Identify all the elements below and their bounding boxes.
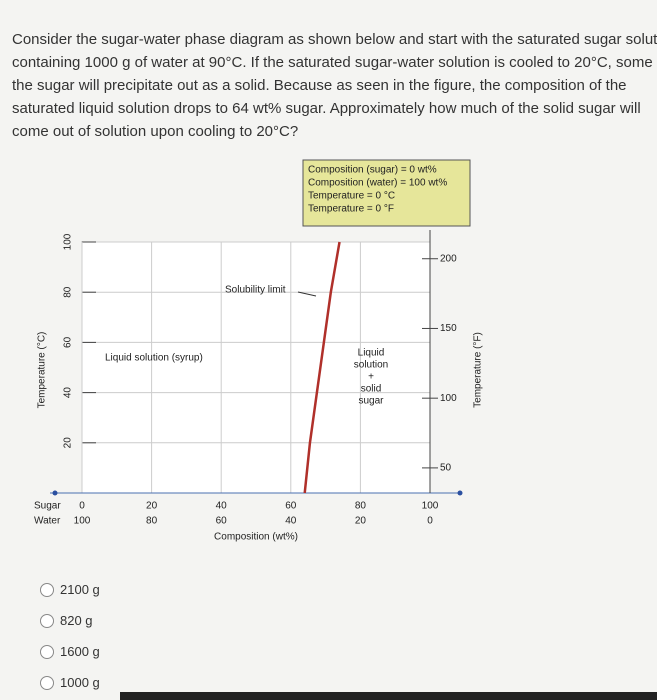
y-axis-label: Temperature (°C) <box>37 332 48 409</box>
radio-button[interactable] <box>40 613 54 628</box>
sugar-tick-label: 0 <box>79 501 85 512</box>
region-label: solution <box>354 360 388 371</box>
y2-axis-label: Temperature (°F) <box>473 332 484 408</box>
answer-option[interactable]: 1000 g <box>40 675 100 690</box>
y2-tick-label: 50 <box>440 463 452 474</box>
region-label: sugar <box>358 396 384 407</box>
info-line: Composition (water) = 100 wt% <box>308 178 447 189</box>
option-text: 2100 g <box>60 582 100 597</box>
sugar-tick-label: 100 <box>422 501 439 512</box>
answer-option[interactable]: 2100 g <box>40 582 100 597</box>
water-tick-label: 20 <box>355 516 367 527</box>
sugar-tick-label: 60 <box>285 501 297 512</box>
water-label: Water <box>34 516 61 527</box>
question-line: come out of solution upon cooling to 20°… <box>12 123 299 140</box>
y-tick-label: 20 <box>63 437 74 449</box>
y2-tick-label: 200 <box>440 253 457 264</box>
water-tick-label: 40 <box>285 516 297 527</box>
y-tick-label: 40 <box>63 387 74 399</box>
region-label: Liquid <box>358 348 385 359</box>
water-tick-label: 60 <box>216 516 228 527</box>
question-line: Consider the sugar-water phase diagram a… <box>12 31 657 48</box>
x-axis-label: Composition (wt%) <box>214 532 298 543</box>
y-tick-label: 60 <box>63 336 74 348</box>
question-line: containing 1000 g of water at 90°C. If t… <box>12 54 657 71</box>
radio-button[interactable] <box>40 644 54 659</box>
question: Consider the sugar-water phase diagram a… <box>12 28 657 143</box>
sugar-tick-label: 80 <box>355 501 367 512</box>
region-label: solid <box>361 384 382 395</box>
y-tick-label: 100 <box>63 233 74 250</box>
axis-end <box>52 490 58 496</box>
question-line: the sugar will precipitate out as a soli… <box>12 77 627 94</box>
option-text: 1000 g <box>60 675 100 690</box>
radio-button[interactable] <box>40 582 54 597</box>
water-tick-label: 80 <box>146 516 158 527</box>
y2-tick-label: 150 <box>440 323 457 334</box>
curve-pointer <box>297 291 317 297</box>
info-line: Temperature = 0 °F <box>308 204 394 215</box>
solubility-curve <box>303 241 341 494</box>
sugar-label: Sugar <box>34 501 61 512</box>
water-tick-label: 100 <box>74 516 91 527</box>
info-line: Composition (sugar) = 0 wt% <box>308 165 437 176</box>
question-line: saturated liquid solution drops to 64 wt… <box>12 100 641 117</box>
region-label: + <box>368 372 374 383</box>
sugar-tick-label: 20 <box>146 501 158 512</box>
info-box <box>302 159 471 227</box>
y2-tick-label: 100 <box>440 393 457 404</box>
region-label: Liquid solution (syrup) <box>105 353 203 364</box>
sugar-tick-label: 40 <box>216 501 228 512</box>
info-line: Temperature = 0 °C <box>308 191 395 202</box>
y-tick-label: 80 <box>63 286 74 298</box>
answer-option[interactable]: 820 g <box>40 613 93 628</box>
answer-option[interactable]: 1600 g <box>40 644 100 659</box>
curve-label: Solubility limit <box>225 285 286 296</box>
option-text: 1600 g <box>60 644 100 659</box>
option-text: 820 g <box>60 613 93 628</box>
axis-end <box>457 490 463 496</box>
water-tick-label: 0 <box>427 516 433 527</box>
taskbar <box>120 692 657 700</box>
radio-button[interactable] <box>40 675 54 690</box>
